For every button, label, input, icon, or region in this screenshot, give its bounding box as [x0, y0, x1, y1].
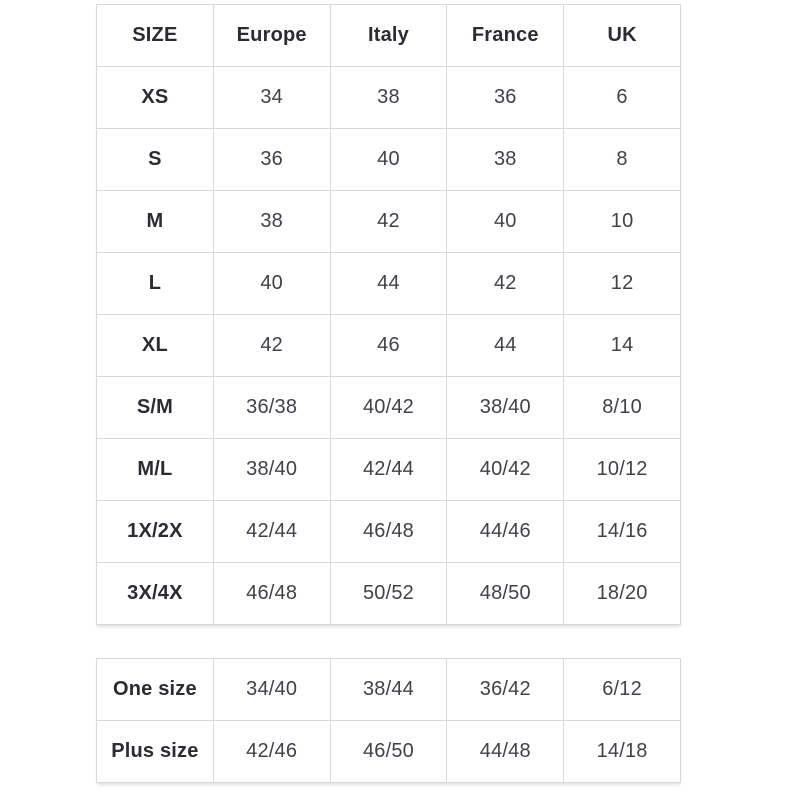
size-label-cell: XS: [96, 66, 214, 129]
value-cell: 38/40: [212, 438, 331, 501]
size-conversion-table: SIZE Europe Italy France UK XS 34 38 36 …: [96, 4, 681, 625]
value-cell: 36: [446, 66, 565, 129]
table-row: XS 34 38 36 6: [96, 66, 681, 129]
size-label-cell: 1X/2X: [96, 500, 214, 563]
header-cell-france: France: [446, 4, 565, 67]
header-cell-europe: Europe: [212, 4, 331, 67]
value-cell: 40/42: [446, 438, 565, 501]
value-cell: 14/18: [563, 720, 681, 783]
size-label-cell: XL: [96, 314, 214, 377]
value-cell: 6: [563, 66, 681, 129]
value-cell: 38/40: [446, 376, 565, 439]
value-cell: 42/44: [329, 438, 448, 501]
size-label-cell: S: [96, 128, 214, 191]
value-cell: 14/16: [563, 500, 681, 563]
value-cell: 40: [329, 128, 448, 191]
table-row: 3X/4X 46/48 50/52 48/50 18/20: [96, 562, 681, 625]
value-cell: 34/40: [212, 658, 331, 721]
size-label-cell: M/L: [96, 438, 214, 501]
table-row: S/M 36/38 40/42 38/40 8/10: [96, 376, 681, 439]
value-cell: 10: [563, 190, 681, 253]
header-cell-italy: Italy: [329, 4, 448, 67]
table-row: Plus size 42/46 46/50 44/48 14/18: [96, 720, 681, 783]
table-row: One size 34/40 38/44 36/42 6/12: [96, 658, 681, 721]
value-cell: 50/52: [329, 562, 448, 625]
table-row: L 40 44 42 12: [96, 252, 681, 315]
extra-sizes-table: One size 34/40 38/44 36/42 6/12 Plus siz…: [96, 658, 681, 783]
value-cell: 38: [212, 190, 331, 253]
value-cell: 42: [446, 252, 565, 315]
size-label-cell: L: [96, 252, 214, 315]
size-label-cell: 3X/4X: [96, 562, 214, 625]
header-cell-size: SIZE: [96, 4, 214, 67]
size-label-cell: Plus size: [96, 720, 214, 783]
value-cell: 38/44: [329, 658, 448, 721]
value-cell: 44: [446, 314, 565, 377]
value-cell: 44/48: [446, 720, 565, 783]
value-cell: 42: [212, 314, 331, 377]
value-cell: 36/38: [212, 376, 331, 439]
value-cell: 38: [446, 128, 565, 191]
table-row: XL 42 46 44 14: [96, 314, 681, 377]
value-cell: 42: [329, 190, 448, 253]
size-chart-area: SIZE Europe Italy France UK XS 34 38 36 …: [96, 4, 681, 783]
value-cell: 38: [329, 66, 448, 129]
value-cell: 46/50: [329, 720, 448, 783]
value-cell: 36: [212, 128, 331, 191]
table-row: S 36 40 38 8: [96, 128, 681, 191]
value-cell: 42/46: [212, 720, 331, 783]
value-cell: 36/42: [446, 658, 565, 721]
header-cell-uk: UK: [563, 4, 681, 67]
value-cell: 40/42: [329, 376, 448, 439]
value-cell: 14: [563, 314, 681, 377]
size-label-cell: S/M: [96, 376, 214, 439]
value-cell: 34: [212, 66, 331, 129]
value-cell: 40: [446, 190, 565, 253]
value-cell: 18/20: [563, 562, 681, 625]
value-cell: 8: [563, 128, 681, 191]
value-cell: 10/12: [563, 438, 681, 501]
table-row: M/L 38/40 42/44 40/42 10/12: [96, 438, 681, 501]
value-cell: 42/44: [212, 500, 331, 563]
value-cell: 12: [563, 252, 681, 315]
value-cell: 44: [329, 252, 448, 315]
value-cell: 46/48: [329, 500, 448, 563]
size-label-cell: One size: [96, 658, 214, 721]
value-cell: 46: [329, 314, 448, 377]
value-cell: 40: [212, 252, 331, 315]
value-cell: 8/10: [563, 376, 681, 439]
value-cell: 48/50: [446, 562, 565, 625]
value-cell: 46/48: [212, 562, 331, 625]
table-row: 1X/2X 42/44 46/48 44/46 14/16: [96, 500, 681, 563]
value-cell: 6/12: [563, 658, 681, 721]
value-cell: 44/46: [446, 500, 565, 563]
size-label-cell: M: [96, 190, 214, 253]
table-row: M 38 42 40 10: [96, 190, 681, 253]
table-header-row: SIZE Europe Italy France UK: [96, 4, 681, 67]
